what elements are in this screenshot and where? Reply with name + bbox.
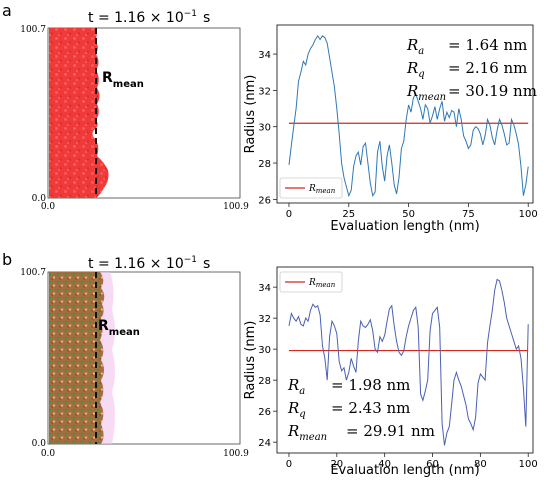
x-tick-label-a: 25 (342, 209, 355, 220)
y-tick-label-a: 32 (258, 86, 271, 97)
legend-label-a: Rmean (308, 184, 336, 195)
y-min-label-a: 0.0 (32, 194, 47, 204)
x-tick-label-a: 75 (462, 209, 475, 220)
radius-series-b (288, 278, 529, 446)
y-tick-label-a: 34 (258, 50, 271, 61)
panel-label-a: a (2, 1, 12, 20)
y-tick-label-b: 32 (258, 314, 271, 325)
roughness-chart-a: 0 25 50 75 100 26 28 30 32 34 Radius (nm) Evaluat… (243, 24, 538, 234)
x-tick-label-b: 20 (330, 459, 343, 470)
y-tick-label-b: 28 (258, 376, 271, 387)
plot-frame-a (276, 24, 534, 204)
stat-rmean-b: Rmean = 29.91 nm (287, 422, 435, 443)
legend-b: Rmean (279, 271, 343, 293)
panel-b: b t = 1.16 × 10−1 s Rmean 100.7 0.0 0.0 1… (2, 250, 538, 478)
x-tick-label-b: 40 (378, 459, 391, 470)
x-axis-title-a: Evaluation length (nm) (330, 219, 479, 234)
y-max-label-b: 100.7 (20, 268, 46, 278)
panel-a: a t = 1.16 × 10−1 s Rmean 100.7 0.0 0.0 1… (2, 1, 538, 234)
simulation-snapshot-a: t = 1.16 × 10−1 s Rmean 100.7 0.0 0.0 100… (20, 9, 249, 212)
particle-region-a (49, 28, 109, 198)
particle-region-b (49, 272, 105, 444)
panel-label-b: b (2, 250, 12, 269)
y-tick-label-a: 26 (258, 195, 271, 206)
rmean-label-b: Rmean (98, 318, 140, 338)
rmean-label-a: Rmean (102, 70, 144, 90)
stat-ra-b: Ra = 1.98 nm (287, 376, 410, 397)
legend-a: Rmean (279, 177, 343, 199)
x-tick-label-a: 50 (402, 209, 415, 220)
y-min-label-b: 0.0 (32, 439, 47, 449)
stat-ra-a: Ra = 1.64 nm (406, 36, 527, 57)
stats-box-a: Ra = 1.64 nm Rq = 2.16 nm Rmean = 30.19 nm (406, 36, 537, 103)
time-label-b: t = 1.16 × 10−1 s (88, 255, 210, 272)
y-max-label-a: 100.7 (20, 25, 46, 35)
plot-frame-b (276, 266, 534, 454)
y-tick-label-a: 30 (258, 123, 271, 134)
legend-label-b: Rmean (308, 278, 336, 289)
axis-ticks-b: 0 20 40 60 80 100 24 26 28 30 32 34 (258, 283, 537, 470)
x-tick-label-a: 100 (519, 209, 538, 220)
axis-ticks-a: 0 25 50 75 100 26 28 30 32 34 (258, 50, 537, 220)
radius-series-a (288, 34, 529, 198)
y-axis-title-a: Radius (nm) (243, 75, 258, 154)
stats-box-b: Ra = 1.98 nm Rq = 2.43 nm Rmean = 29.91 nm (287, 376, 435, 443)
y-tick-label-b: 24 (258, 438, 271, 449)
x-axis-title-b: Evaluation length (nm) (330, 463, 479, 478)
y-tick-label-b: 26 (258, 407, 271, 418)
simulation-snapshot-b: t = 1.16 × 10−1 s Rmean 100.7 0.0 0.0 100… (20, 255, 249, 459)
x-min-label-a: 0.0 (41, 202, 56, 212)
x-min-label-b: 0.0 (41, 449, 56, 459)
stat-rq-b: Rq = 2.43 nm (287, 399, 410, 420)
y-axis-title-b: Radius (nm) (243, 321, 258, 400)
x-tick-label-b: 80 (474, 459, 487, 470)
legend-box-a (279, 177, 343, 199)
x-tick-label-b: 100 (519, 459, 538, 470)
stat-rmean-a: Rmean = 30.19 nm (406, 82, 537, 103)
x-max-label-b: 100.9 (223, 449, 249, 459)
roughness-chart-b: 0 20 40 60 80 100 24 26 28 30 32 34 Radius (nm) Eva… (243, 266, 538, 478)
y-tick-label-a: 28 (258, 159, 271, 170)
stat-rq-a: Rq = 2.16 nm (406, 59, 527, 80)
time-label-a: t = 1.16 × 10−1 s (88, 9, 210, 26)
y-tick-label-b: 30 (258, 345, 271, 356)
x-tick-label-b: 0 (286, 459, 292, 470)
y-tick-label-b: 34 (258, 283, 271, 294)
x-max-label-a: 100.9 (223, 202, 249, 212)
legend-box-b (279, 271, 343, 293)
x-tick-label-b: 60 (426, 459, 439, 470)
x-tick-label-a: 0 (286, 209, 292, 220)
